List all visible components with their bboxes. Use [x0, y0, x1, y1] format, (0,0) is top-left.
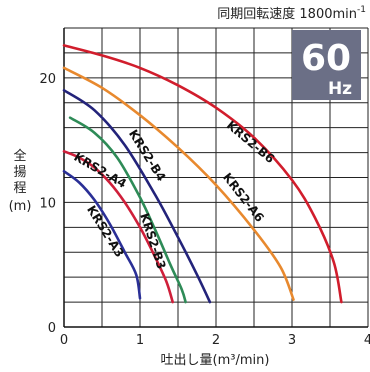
frequency-value: 60: [301, 38, 351, 79]
curve-krs2-a3: [62, 170, 142, 300]
curve-label: KRS2-B6: [224, 118, 277, 166]
curve-krs2-b4: [62, 89, 212, 304]
tick-labels: 0 1 2 3 4 0 10 20: [39, 72, 370, 348]
svg-text:全: 全: [13, 148, 26, 164]
grid: [63, 27, 369, 328]
x-tick-label: 0: [60, 333, 68, 348]
svg-text:揚: 揚: [13, 164, 26, 180]
y-tick-label: 20: [39, 72, 56, 87]
axes: [63, 28, 368, 328]
x-axis-label: 吐出し量(m³/min): [161, 353, 270, 368]
y-axis-label: 全 揚 程 (m): [9, 148, 32, 214]
svg-text:(m): (m): [9, 199, 32, 214]
y-tick-label: 0: [48, 321, 56, 336]
curve-krs2-a6: [62, 66, 295, 301]
curve-krs2-a4: [62, 150, 174, 304]
curve-krs2-b3: [68, 116, 187, 304]
frequency-badge: 60 Hz: [292, 30, 361, 100]
curve-krs2-b6: [62, 44, 343, 304]
y-tick-label: 10: [39, 196, 56, 211]
performance-curves: [62, 44, 343, 304]
x-tick-label: 1: [136, 333, 144, 348]
x-tick-label: 2: [212, 333, 220, 348]
x-tick-label: 3: [288, 333, 296, 348]
speed-label: 同期回転速度 1800min-1: [217, 5, 366, 22]
curve-label: KRS2-A3: [84, 203, 127, 260]
frequency-unit: Hz: [328, 79, 352, 99]
svg-text:程: 程: [13, 181, 26, 196]
x-tick-label: 4: [364, 333, 370, 348]
curve-label: KRS2-B3: [137, 211, 168, 271]
